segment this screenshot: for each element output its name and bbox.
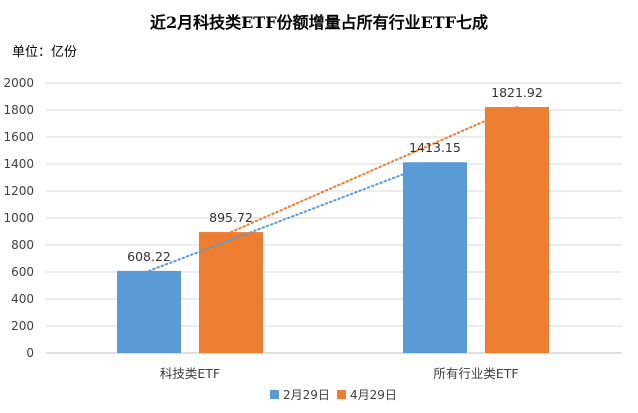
y-tick-label: 1200 <box>3 184 34 198</box>
legend-label: 4月29日 <box>350 388 397 402</box>
bar <box>403 162 467 353</box>
y-tick-label: 1400 <box>3 157 34 171</box>
trendline <box>230 106 518 234</box>
bars <box>117 107 549 353</box>
bar <box>199 232 263 353</box>
y-tick-label: 200 <box>11 319 34 333</box>
category-label: 科技类ETF <box>160 366 220 381</box>
y-tick-label: 400 <box>11 292 34 306</box>
chart-title: 近2月科技类ETF份额增量占所有行业ETF七成 <box>150 13 488 32</box>
data-label: 1821.92 <box>491 85 543 100</box>
data-label: 608.22 <box>127 249 171 264</box>
data-label: 1413.15 <box>409 140 461 155</box>
unit-label: 单位：亿份 <box>12 45 77 60</box>
category-labels: 科技类ETF 所有行业类ETF <box>160 366 519 381</box>
y-tick-label: 2000 <box>3 76 34 90</box>
legend: 2月29日 4月29日 <box>270 388 397 402</box>
legend-label: 2月29日 <box>283 388 330 402</box>
y-tick-label: 1000 <box>3 211 34 225</box>
category-label: 所有行业类ETF <box>433 366 518 381</box>
legend-swatch <box>337 390 346 399</box>
y-tick-label: 600 <box>11 265 34 279</box>
y-tick-label: 1800 <box>3 103 34 117</box>
trendlines <box>148 106 518 272</box>
y-tick-label: 1600 <box>3 130 34 144</box>
y-tick-label: 0 <box>26 346 34 360</box>
bar <box>485 107 549 353</box>
bar <box>117 270 181 353</box>
trendline <box>148 161 436 272</box>
y-axis-ticks: 0 200 400 600 800 1000 1200 1400 1600 1800 2000 <box>3 76 34 360</box>
legend-swatch <box>270 390 279 399</box>
y-tick-label: 800 <box>11 238 34 252</box>
data-labels: 608.22 1413.15 895.72 1821.92 <box>127 85 543 264</box>
data-label: 895.72 <box>209 210 253 225</box>
